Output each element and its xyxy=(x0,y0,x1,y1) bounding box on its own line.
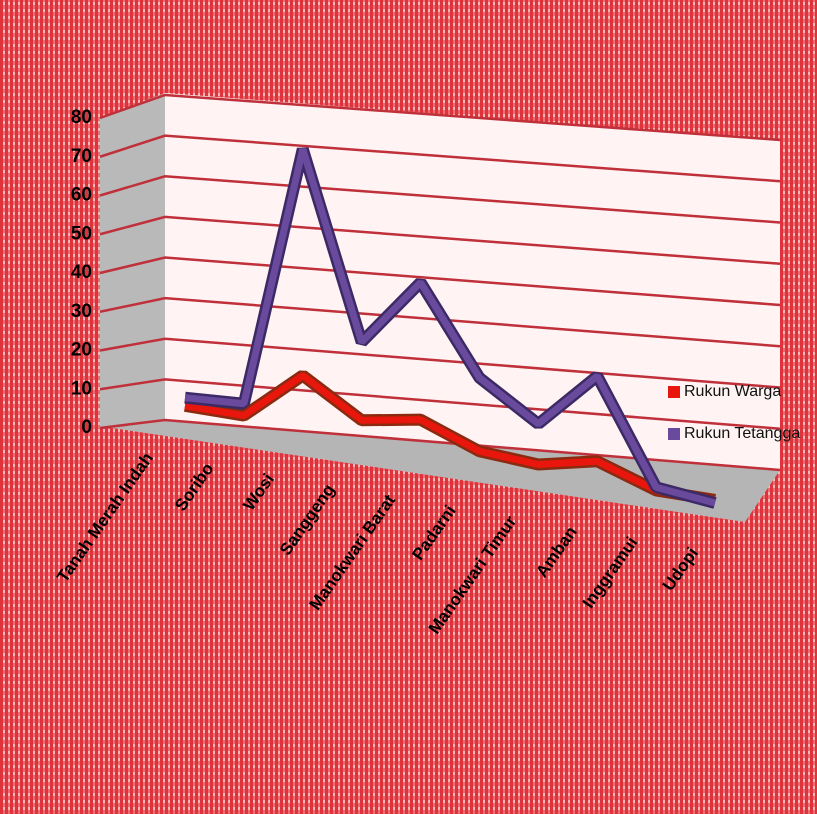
legend-label: Rukun Tetangga xyxy=(684,425,800,442)
x-tick-label: Sanggeng xyxy=(276,481,339,559)
grid-line xyxy=(99,93,781,142)
x-tick-label: Inggramui xyxy=(579,533,642,611)
y-tick-label: 70 xyxy=(71,146,92,167)
legend-swatch xyxy=(668,386,680,398)
y-tick-label: 0 xyxy=(81,417,92,438)
legend-label: Rukun Warga xyxy=(684,383,781,400)
grid-line xyxy=(99,296,781,348)
y-tick-label: 40 xyxy=(71,262,92,283)
grid-line xyxy=(99,256,781,307)
y-tick-label: 80 xyxy=(71,107,92,128)
y-tick-label: 50 xyxy=(71,223,92,244)
x-tick-label: Amban xyxy=(532,523,581,581)
x-tick-label: Udopi xyxy=(659,544,702,594)
x-tick-label: Soribo xyxy=(171,460,217,515)
side-wall xyxy=(100,93,165,428)
grid-line xyxy=(99,134,781,183)
y-tick-label: 30 xyxy=(71,301,92,322)
legend-swatch xyxy=(668,428,680,440)
grid-line xyxy=(99,215,781,265)
line xyxy=(184,372,716,504)
y-tick-label: 60 xyxy=(71,185,92,206)
y-tick-label: 20 xyxy=(71,340,92,361)
floor xyxy=(100,420,780,522)
grid-line xyxy=(99,418,781,472)
line xyxy=(184,148,716,507)
y-tick-label: 10 xyxy=(71,378,92,399)
grid-line xyxy=(99,378,781,430)
grid-line xyxy=(99,337,781,389)
x-tick-label: Padarni xyxy=(408,502,459,564)
x-tick-label: Tanah Merah Indah xyxy=(53,449,157,586)
grid-line xyxy=(99,174,781,224)
x-tick-label: Wosi xyxy=(239,470,278,514)
